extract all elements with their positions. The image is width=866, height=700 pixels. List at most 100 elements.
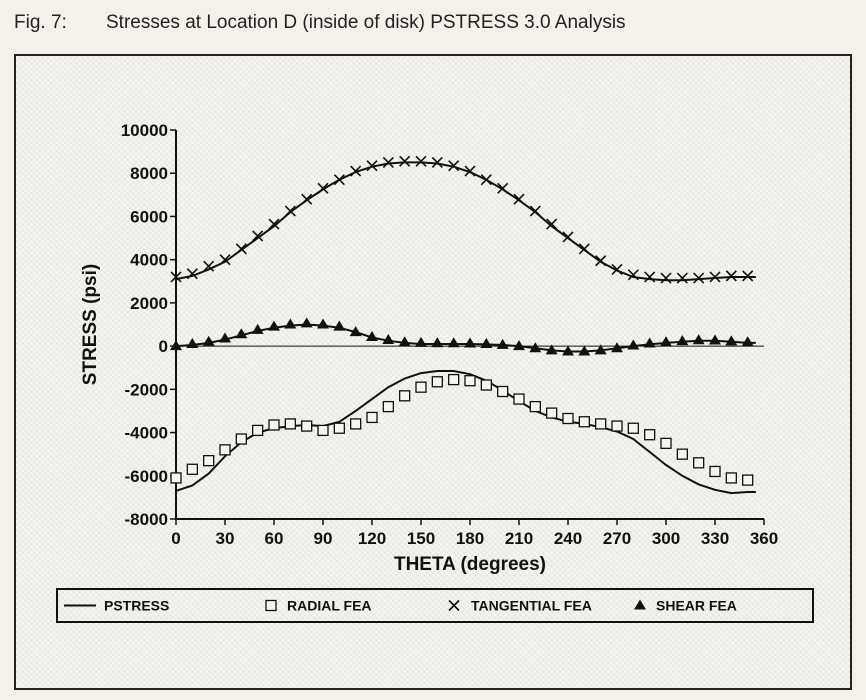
tangential-fea-point	[415, 155, 427, 167]
radial-fea-point	[203, 454, 215, 467]
radial-fea-point	[317, 424, 329, 437]
tangential-fea-point	[350, 165, 362, 177]
legend-box	[56, 588, 814, 623]
tangential-fea-point	[546, 218, 558, 230]
radial-fea-point	[284, 418, 296, 430]
tangential-fea-point	[725, 270, 737, 282]
y-tick-label: -6000	[125, 467, 168, 486]
x-tick-label: 240	[554, 529, 582, 548]
shear-fea-point	[447, 337, 460, 348]
tangential-fea-point	[284, 205, 296, 217]
shear-fea-series	[170, 317, 754, 356]
shear-fea-point	[725, 335, 738, 346]
tangential-fea-point	[431, 156, 443, 168]
tangential-fea-point	[693, 272, 705, 284]
x-tick-label: 300	[652, 529, 680, 548]
tangential-fea-point	[268, 218, 280, 230]
radial-fea-point	[546, 407, 558, 419]
tangential-fea-point	[562, 231, 574, 243]
x-tick-label: 270	[603, 529, 631, 548]
radial-fea-point	[252, 424, 264, 437]
tangential-fea-point	[480, 174, 492, 186]
y-tick-label: 0	[159, 337, 168, 356]
shear-fea-point	[317, 318, 329, 329]
shear-fea-point	[431, 337, 444, 348]
shear-fea-point	[611, 342, 623, 353]
radial-fea-point	[513, 393, 525, 405]
x-axis-title: THETA (degrees)	[394, 554, 546, 575]
radial-fea-point	[709, 465, 721, 478]
shear-fea-point	[349, 326, 362, 337]
shear-fea-point	[251, 323, 264, 334]
radial-fea-point	[676, 448, 688, 460]
radial-fea-point	[415, 381, 427, 393]
shear-fea-point	[627, 339, 640, 350]
tangential-fea-point	[578, 243, 590, 255]
shear-fea-point	[480, 337, 493, 348]
y-axis-title: STRESS (psi)	[80, 264, 101, 385]
radial-fea-point	[431, 376, 443, 388]
radial-fea-point	[660, 437, 672, 450]
figure-title: Stresses at Location D (inside of disk) …	[106, 12, 626, 33]
radial-fea-point	[399, 390, 411, 402]
shear-fea-point	[594, 344, 607, 355]
legend-marker-radial-fea	[265, 599, 277, 612]
tangential-fea-point	[448, 160, 460, 172]
radial-fea-point	[627, 422, 639, 434]
y-tick-label: 4000	[130, 251, 168, 270]
radial-fea-point	[448, 373, 460, 386]
shear-fea-point	[660, 336, 672, 347]
shear-fea-point	[366, 331, 378, 342]
radial-fea-point	[350, 418, 362, 430]
x-tick-label: 180	[456, 529, 484, 548]
figure-frame	[14, 54, 852, 690]
tangential-fea-point	[676, 272, 688, 284]
radial-fea-point	[186, 463, 198, 475]
x-tick-label: 60	[265, 529, 284, 548]
tangential-fea-point	[529, 205, 541, 217]
legend-marker-tangential-fea	[448, 599, 460, 612]
tangential-fea-point	[513, 193, 525, 205]
tangential-fea-point	[366, 160, 378, 172]
shear-fea-point	[202, 335, 215, 346]
tangential-fea-point	[252, 230, 264, 242]
y-tick-label: 10000	[121, 121, 168, 140]
shear-fea-point	[300, 317, 313, 328]
shear-fea-point	[741, 336, 754, 347]
radial-fea-point	[170, 472, 182, 484]
tangential-fea-point	[399, 155, 411, 167]
pstress-line-1	[175, 161, 756, 282]
legend-label-pstress: PSTRESS	[104, 598, 169, 614]
x-tick-label: 0	[171, 529, 180, 548]
radial-fea-point	[301, 420, 313, 432]
radial-fea-point	[333, 422, 345, 434]
tangential-fea-series	[170, 155, 754, 284]
shear-fea-point	[676, 335, 689, 346]
radial-fea-point	[595, 418, 607, 430]
x-tick-label: 150	[407, 529, 435, 548]
tangential-fea-point	[333, 174, 345, 186]
figure-number: Fig. 7:	[14, 12, 67, 33]
x-tick-label: 120	[358, 529, 386, 548]
shear-fea-point	[709, 334, 721, 345]
radial-fea-point	[464, 375, 476, 387]
radial-fea-point	[644, 429, 656, 441]
shear-fea-point	[235, 328, 248, 339]
y-tick-label: 2000	[130, 294, 168, 313]
shear-fea-point	[692, 334, 705, 345]
shear-fea-point	[513, 340, 525, 351]
x-tick-label: 330	[701, 529, 729, 548]
shear-fea-point	[333, 320, 346, 331]
shear-fea-point	[382, 334, 395, 345]
x-tick-label: 30	[216, 529, 235, 548]
tangential-fea-point	[464, 165, 476, 177]
radial-fea-point	[529, 400, 541, 413]
x-tick-label: 360	[750, 529, 778, 548]
radial-fea-point	[611, 420, 623, 432]
tangential-fea-point	[186, 268, 198, 280]
legend-label-shear-fea: SHEAR FEA	[656, 598, 737, 614]
y-tick-label: 6000	[130, 207, 168, 226]
radial-fea-point	[382, 400, 394, 413]
tangential-fea-point	[219, 254, 231, 266]
radial-fea-point	[366, 411, 378, 424]
